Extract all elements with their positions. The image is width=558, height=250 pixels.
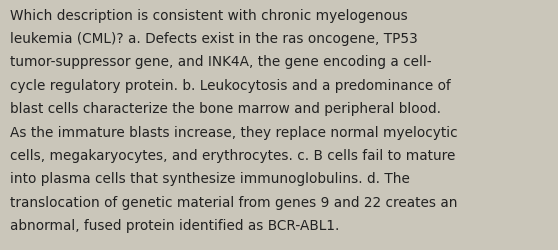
Text: tumor-suppressor gene, and INK4A, the gene encoding a cell-: tumor-suppressor gene, and INK4A, the ge… xyxy=(10,55,432,69)
Text: leukemia (CML)? a. Defects exist in the ras oncogene, TP53: leukemia (CML)? a. Defects exist in the … xyxy=(10,32,418,46)
Text: translocation of genetic material from genes 9 and 22 creates an: translocation of genetic material from g… xyxy=(10,195,458,209)
Text: Which description is consistent with chronic myelogenous: Which description is consistent with chr… xyxy=(10,9,408,23)
Text: As the immature blasts increase, they replace normal myelocytic: As the immature blasts increase, they re… xyxy=(10,125,458,139)
Text: abnormal, fused protein identified as BCR-ABL1.: abnormal, fused protein identified as BC… xyxy=(10,218,339,232)
Text: blast cells characterize the bone marrow and peripheral blood.: blast cells characterize the bone marrow… xyxy=(10,102,441,116)
Text: cells, megakaryocytes, and erythrocytes. c. B cells fail to mature: cells, megakaryocytes, and erythrocytes.… xyxy=(10,148,455,162)
Text: into plasma cells that synthesize immunoglobulins. d. The: into plasma cells that synthesize immuno… xyxy=(10,172,410,185)
Text: cycle regulatory protein. b. Leukocytosis and a predominance of: cycle regulatory protein. b. Leukocytosi… xyxy=(10,78,451,92)
